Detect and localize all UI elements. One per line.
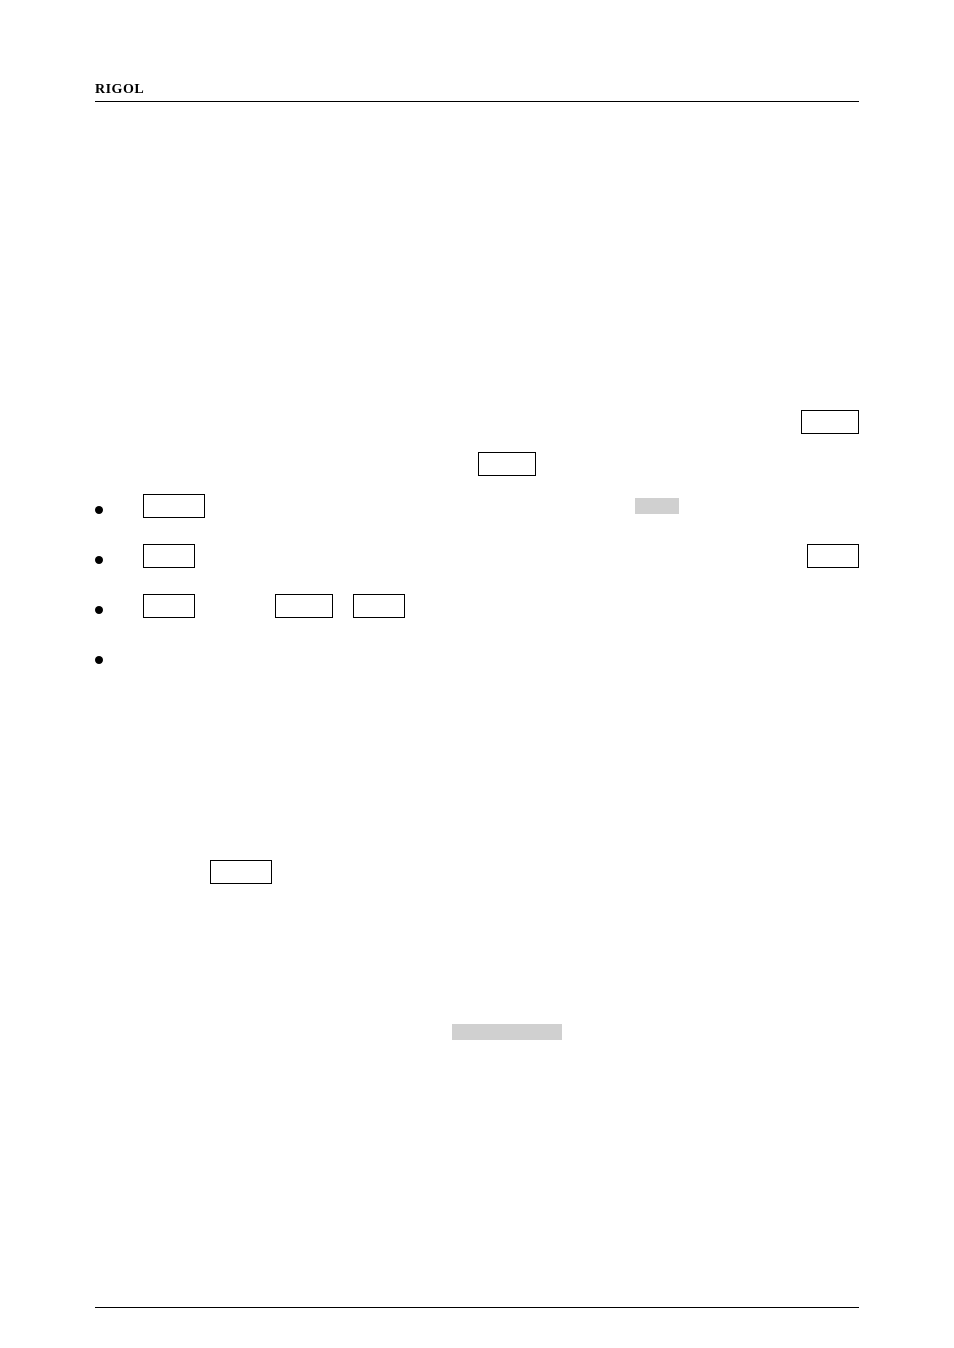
gray-highlight-2: [452, 1024, 562, 1040]
single-box-row: [95, 860, 859, 884]
row-top-1: [95, 410, 859, 434]
bullet-icon: [95, 606, 103, 614]
footer-rule: [95, 1307, 859, 1308]
lower-gray-row: [95, 1024, 859, 1040]
brand-label: RIGOL: [95, 82, 144, 97]
lower-section: [95, 860, 859, 1040]
button-box-3: [143, 494, 205, 518]
gray-highlight-1: [635, 498, 679, 514]
bullet-row-3: [95, 594, 859, 632]
footer-section: [95, 1307, 859, 1308]
bullet-icon: [95, 506, 103, 514]
button-box-6: [143, 594, 195, 618]
row-content-2: [143, 544, 859, 568]
page-container: RIGOL: [0, 0, 954, 1348]
main-content: [95, 410, 859, 694]
row-content-3: [143, 594, 859, 618]
row-top-2: [95, 452, 859, 476]
bullet-row-1: [95, 494, 859, 532]
button-box-5: [807, 544, 859, 568]
button-box-1: [801, 410, 859, 434]
bullet-row-2: [95, 544, 859, 582]
header-rule: [95, 101, 859, 102]
button-box-4: [143, 544, 195, 568]
row-content-1: [143, 494, 859, 518]
button-box-2: [478, 452, 536, 476]
bullet-row-4: [95, 644, 859, 682]
button-box-7: [275, 594, 333, 618]
bullet-icon: [95, 656, 103, 664]
button-box-9: [210, 860, 272, 884]
button-box-8: [353, 594, 405, 618]
page-header: RIGOL: [95, 80, 859, 102]
bullet-icon: [95, 556, 103, 564]
